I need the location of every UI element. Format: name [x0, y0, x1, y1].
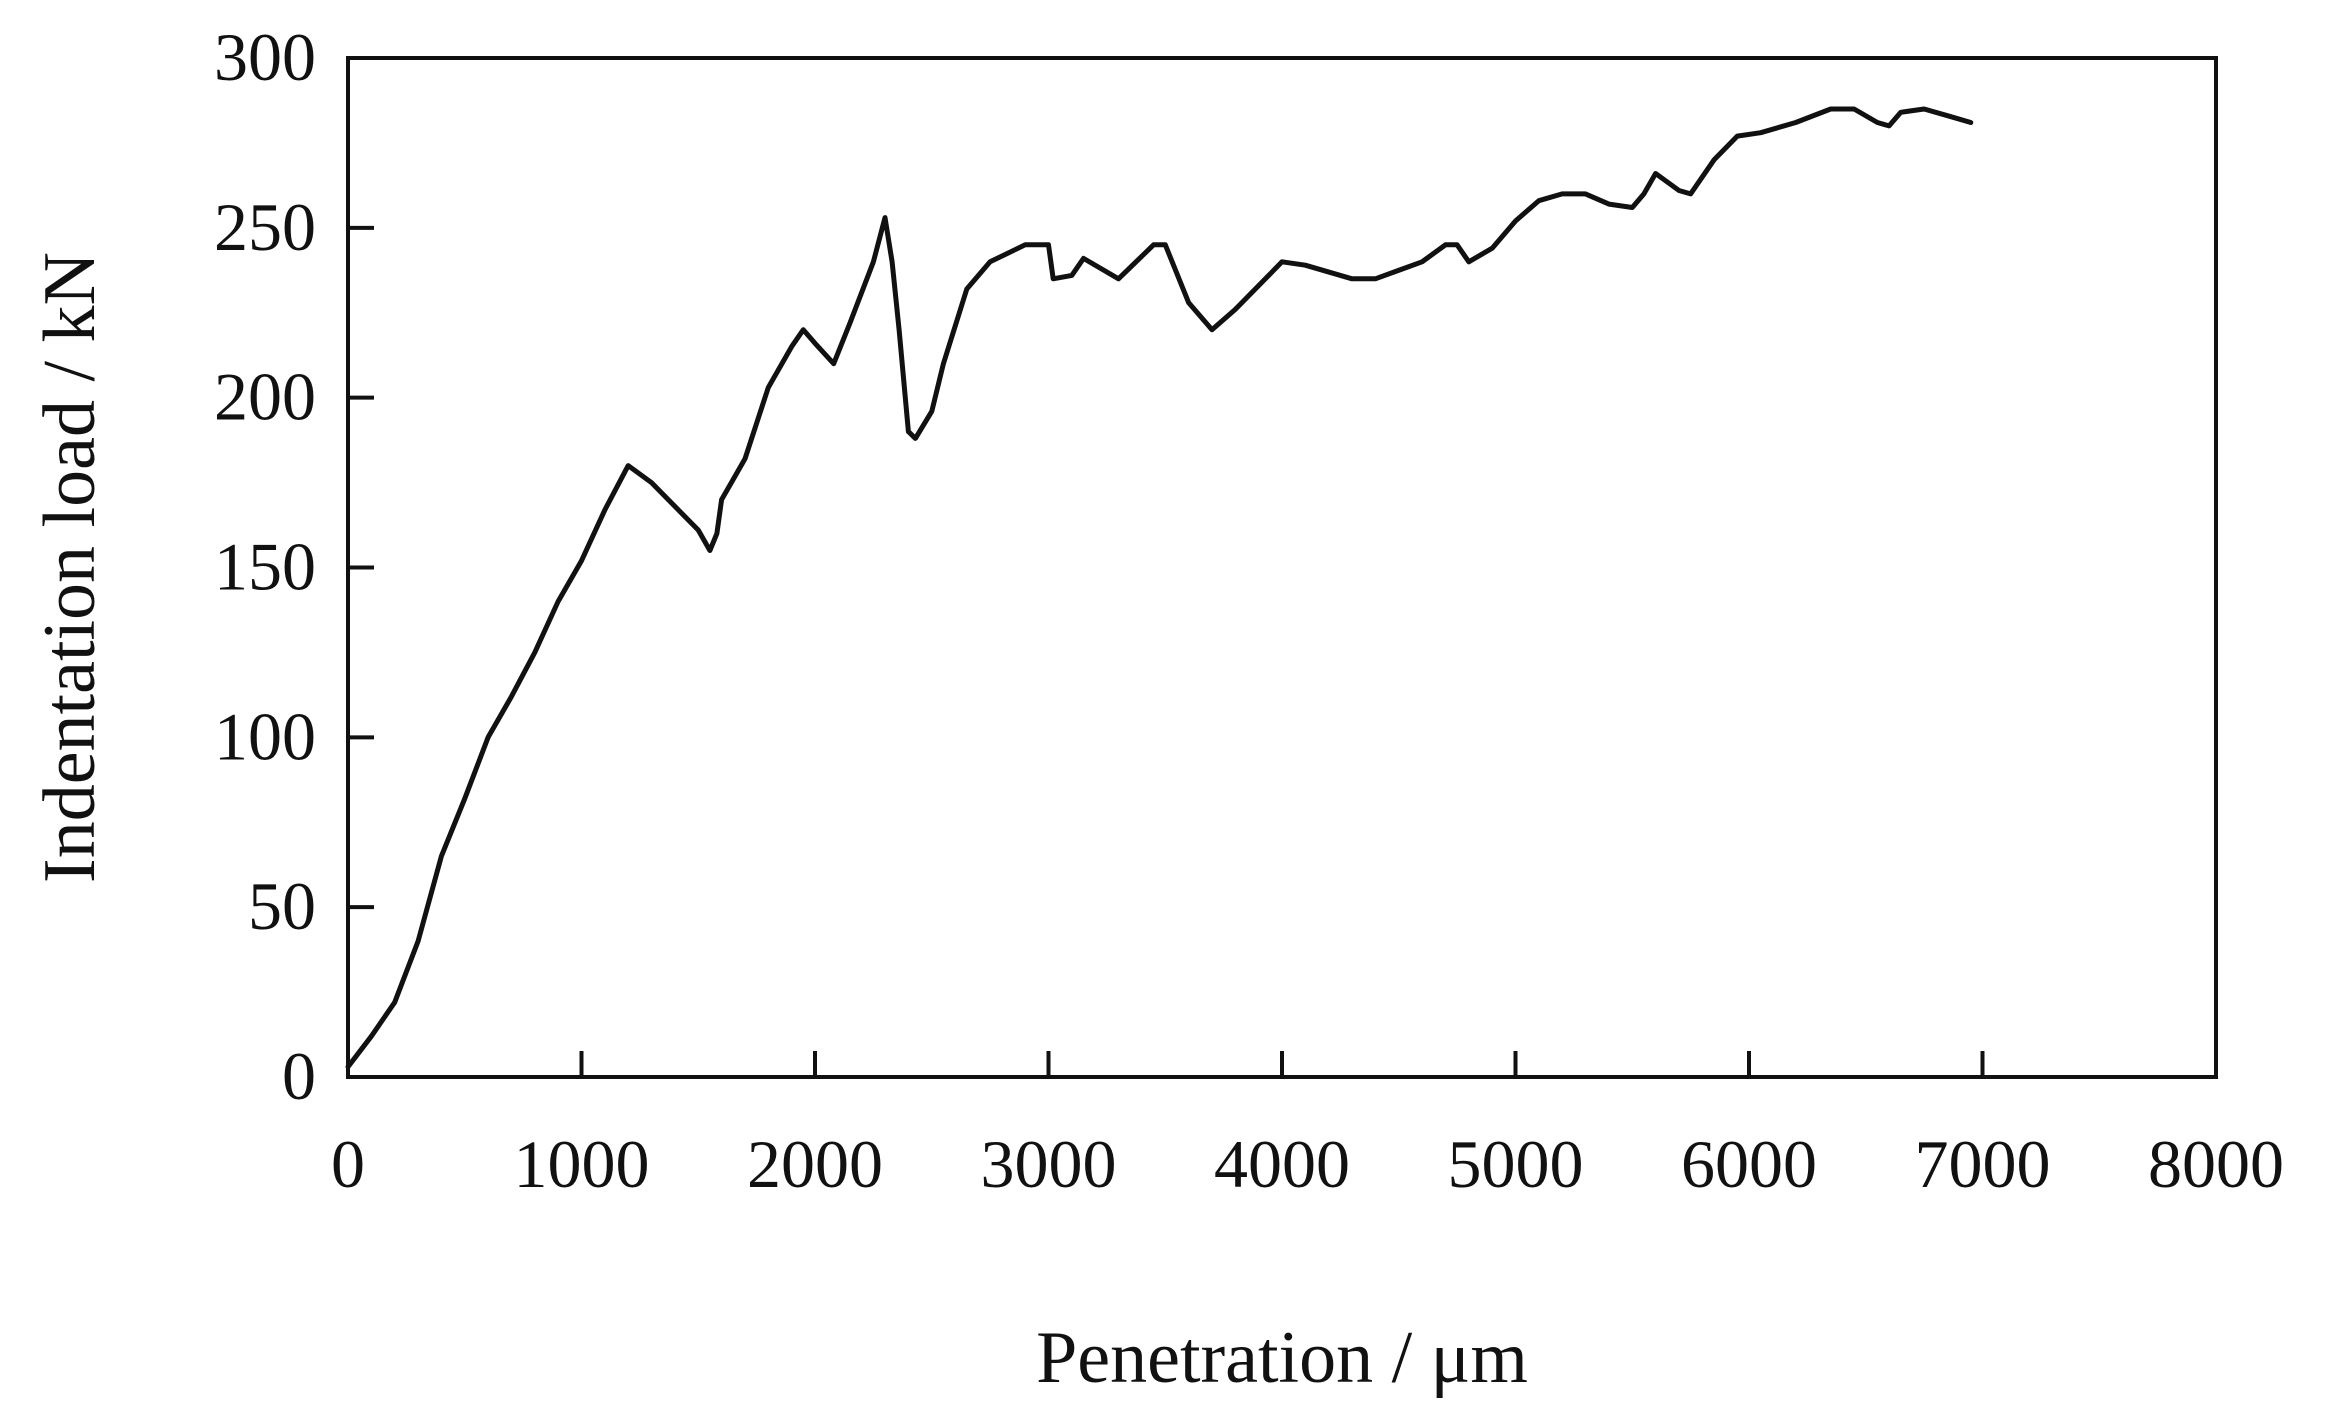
y-axis-title: Indentation load / kN	[29, 252, 111, 883]
x-tick-label: 2000	[747, 1126, 883, 1202]
series-line	[345, 106, 1974, 1070]
x-axis-title: Penetration / μm	[1036, 1317, 1528, 1399]
x-tick-label: 6000	[1681, 1126, 1817, 1202]
y-tick-label: 250	[214, 189, 316, 265]
y-tick-label: 150	[214, 529, 316, 605]
x-axis-ticks: 0 1000 2000 3000 4000 5000 6000 7000 8000	[331, 1051, 2284, 1202]
y-tick-label: 100	[214, 698, 316, 774]
y-tick-label: 50	[248, 868, 316, 944]
y-tick-label: 300	[214, 19, 316, 95]
x-tick-label: 5000	[1448, 1126, 1584, 1202]
y-tick-label: 0	[282, 1038, 316, 1114]
x-tick-label: 1000	[514, 1126, 650, 1202]
y-tick-label: 200	[214, 359, 316, 435]
x-tick-label: 4000	[1214, 1126, 1350, 1202]
x-tick-label: 3000	[981, 1126, 1117, 1202]
x-tick-label: 8000	[2148, 1126, 2284, 1202]
x-tick-label: 0	[331, 1126, 365, 1202]
y-axis-ticks: 0 50 100 150 200 250 300	[214, 19, 374, 1114]
plot-frame	[346, 56, 2218, 1079]
x-tick-label: 7000	[1915, 1126, 2051, 1202]
